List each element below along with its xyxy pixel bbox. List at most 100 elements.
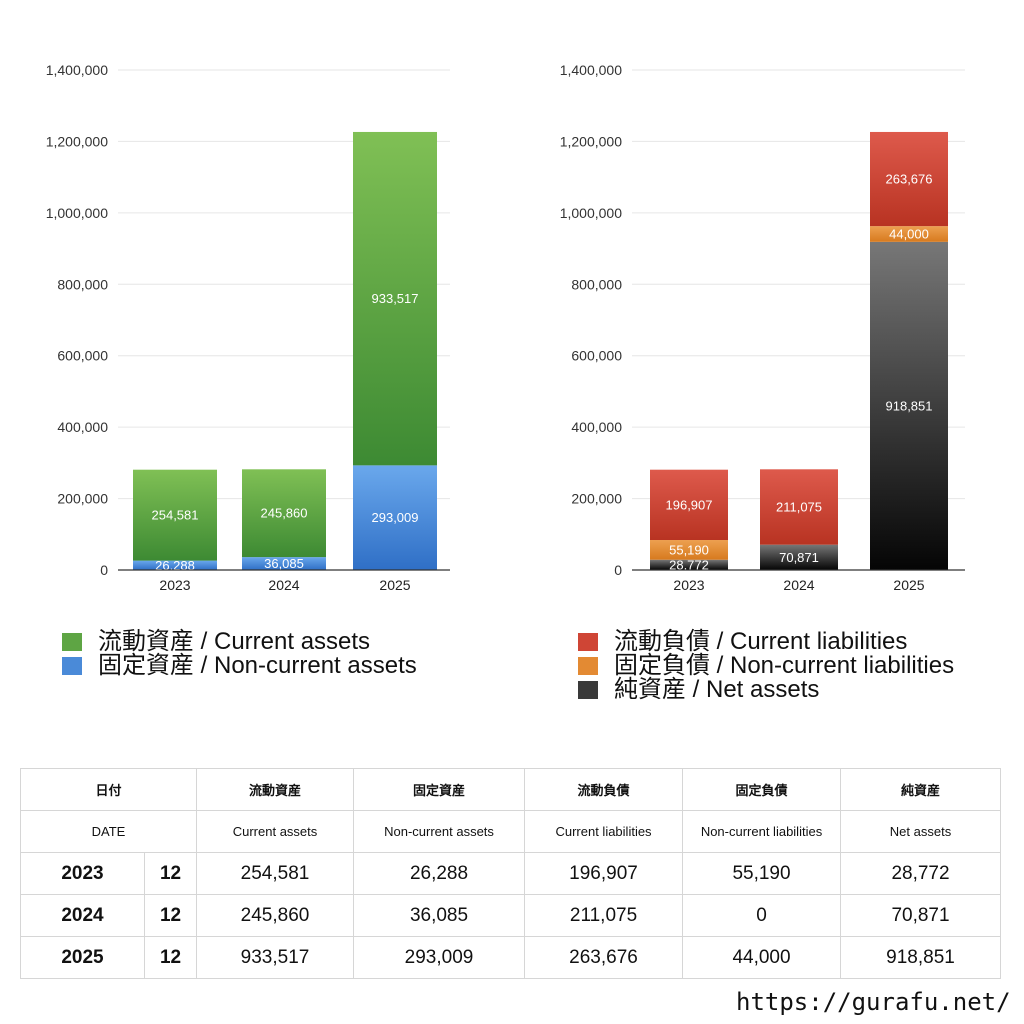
data-label: 254,581 (152, 508, 199, 523)
table-row: 2024 12 245,860 36,085 211,075 0 70,871 (20, 894, 1002, 937)
legend-label-net-assets: 純資産 / Net assets (614, 676, 820, 703)
cell-non-current-liabilities: 44,000 (682, 936, 842, 979)
assets-chart: 0 200,000 400,000 600,000 800,000 1,000,000 1,… (46, 62, 450, 593)
legend-label-non-current-assets: 固定資産 / Non-current assets (98, 652, 417, 679)
th-current-assets-en: Current assets (196, 810, 355, 853)
data-label: 44,000 (889, 226, 929, 241)
cell-current-liabilities: 263,676 (524, 936, 684, 979)
cell-net-assets: 28,772 (840, 852, 1002, 895)
data-label: 36,085 (264, 556, 304, 571)
cell-non-current-assets: 26,288 (353, 852, 526, 895)
legend-swatch-current-liabilities (578, 633, 598, 651)
bar-segment (650, 540, 728, 560)
cell-non-current-assets: 293,009 (353, 936, 526, 979)
y-tick-label: 0 (100, 562, 108, 578)
th-date-jp: 日付 (19, 768, 198, 811)
charts-canvas: 0 200,000 400,000 600,000 800,000 1,000,000 1,… (46, 62, 965, 593)
y-tick-label: 0 (614, 562, 622, 578)
legend-label-non-current-liabilities: 固定負債 / Non-current liabilities (614, 652, 955, 679)
legend-swatch-non-current-liabilities (578, 657, 598, 675)
x-tick-label: 2023 (673, 577, 704, 593)
data-label: 28,772 (669, 557, 709, 572)
y-tick-label: 200,000 (57, 491, 108, 507)
cell-current-liabilities: 196,907 (524, 852, 684, 895)
y-tick-label: 800,000 (57, 276, 108, 292)
legend-non-current-liabilities: 固定負債 / Non-current liabilities (578, 654, 954, 678)
th-current-assets-jp: 流動資産 (196, 768, 355, 811)
y-tick-label: 1,200,000 (560, 133, 622, 149)
cell-month: 12 (143, 894, 198, 937)
y-tick-label: 400,000 (57, 419, 108, 435)
y-tick-label: 1,000,000 (46, 205, 108, 221)
bar-segment (870, 131, 948, 227)
site-url[interactable]: https://gurafu.net/ (736, 988, 1011, 1016)
data-label: 196,907 (666, 497, 713, 512)
y-tick-label: 600,000 (57, 348, 108, 364)
x-tick-label: 2025 (893, 577, 924, 593)
y-tick-label: 1,400,000 (560, 62, 622, 78)
x-tick-label: 2023 (159, 577, 190, 593)
y-tick-label: 600,000 (571, 348, 622, 364)
y-tick-label: 800,000 (571, 276, 622, 292)
legend-non-current-assets: 固定資産 / Non-current assets (62, 654, 417, 678)
legend-swatch-current-assets (62, 633, 82, 651)
data-label: 918,851 (886, 398, 933, 413)
th-net-assets-en: Net assets (840, 810, 1002, 853)
bar-segment (133, 560, 217, 570)
legend-current-liabilities: 流動負債 / Current liabilities (578, 630, 954, 654)
th-current-liabilities-jp: 流動負債 (524, 768, 684, 811)
th-non-current-liabilities-en: Non-current liabilities (682, 810, 842, 853)
table-row: 2023 12 254,581 26,288 196,907 55,190 28… (20, 852, 1002, 895)
bar-segment (870, 241, 948, 570)
th-non-current-assets-jp: 固定資産 (353, 768, 526, 811)
legend-current-assets: 流動資産 / Current assets (62, 630, 417, 654)
liabilities-chart: 0 200,000 400,000 600,000 800,000 1,000,000 1,… (560, 62, 965, 593)
cell-non-current-liabilities: 0 (682, 894, 842, 937)
cell-net-assets: 918,851 (840, 936, 1002, 979)
y-tick-label: 1,400,000 (46, 62, 108, 78)
y-tick-label: 200,000 (571, 491, 622, 507)
x-tick-label: 2025 (379, 577, 410, 593)
bar-segment (870, 226, 948, 242)
cell-year: 2023 (20, 852, 145, 895)
cell-net-assets: 70,871 (840, 894, 1002, 937)
cell-current-liabilities: 211,075 (524, 894, 684, 937)
bar-segment (133, 469, 217, 561)
bar-segment (650, 469, 728, 541)
bar-segment (760, 469, 838, 545)
bar-segment (353, 131, 437, 466)
th-current-liabilities-en: Current liabilities (524, 810, 684, 853)
table-header-jp: 日付 流動資産 固定資産 流動負債 固定負債 純資産 (19, 768, 1002, 811)
cell-non-current-assets: 36,085 (353, 894, 526, 937)
bar-segment (760, 544, 838, 570)
legend-swatch-non-current-assets (62, 657, 82, 675)
cell-month: 12 (143, 936, 198, 979)
table-row: 2025 12 933,517 293,009 263,676 44,000 9… (20, 936, 1002, 979)
th-non-current-liabilities-jp: 固定負債 (682, 768, 842, 811)
x-tick-label: 2024 (268, 577, 299, 593)
bar-segment (650, 559, 728, 570)
cell-current-assets: 933,517 (196, 936, 355, 979)
assets-legend: 流動資産 / Current assets 固定資産 / Non-current… (62, 630, 417, 678)
bar-segment (353, 465, 437, 570)
legend-label-current-liabilities: 流動負債 / Current liabilities (614, 628, 908, 655)
th-net-assets-jp: 純資産 (840, 768, 1002, 811)
bar-segment (242, 469, 326, 558)
x-tick-label: 2024 (783, 577, 814, 593)
table-header-en: DATE Current assets Non-current assets C… (19, 810, 1002, 853)
data-label: 70,871 (779, 550, 819, 565)
legend-label-current-assets: 流動資産 / Current assets (98, 628, 371, 655)
cell-current-assets: 254,581 (196, 852, 355, 895)
data-label: 293,009 (372, 510, 419, 525)
y-tick-label: 1,200,000 (46, 133, 108, 149)
legend-swatch-net-assets (578, 681, 598, 699)
data-label: 263,676 (886, 172, 933, 187)
data-label: 245,860 (261, 506, 308, 521)
data-label: 55,190 (669, 542, 709, 557)
th-non-current-assets-en: Non-current assets (353, 810, 526, 853)
cell-non-current-liabilities: 55,190 (682, 852, 842, 895)
cell-current-assets: 245,860 (196, 894, 355, 937)
data-label: 933,517 (372, 291, 419, 306)
y-tick-label: 1,000,000 (560, 205, 622, 221)
cell-month: 12 (143, 852, 198, 895)
